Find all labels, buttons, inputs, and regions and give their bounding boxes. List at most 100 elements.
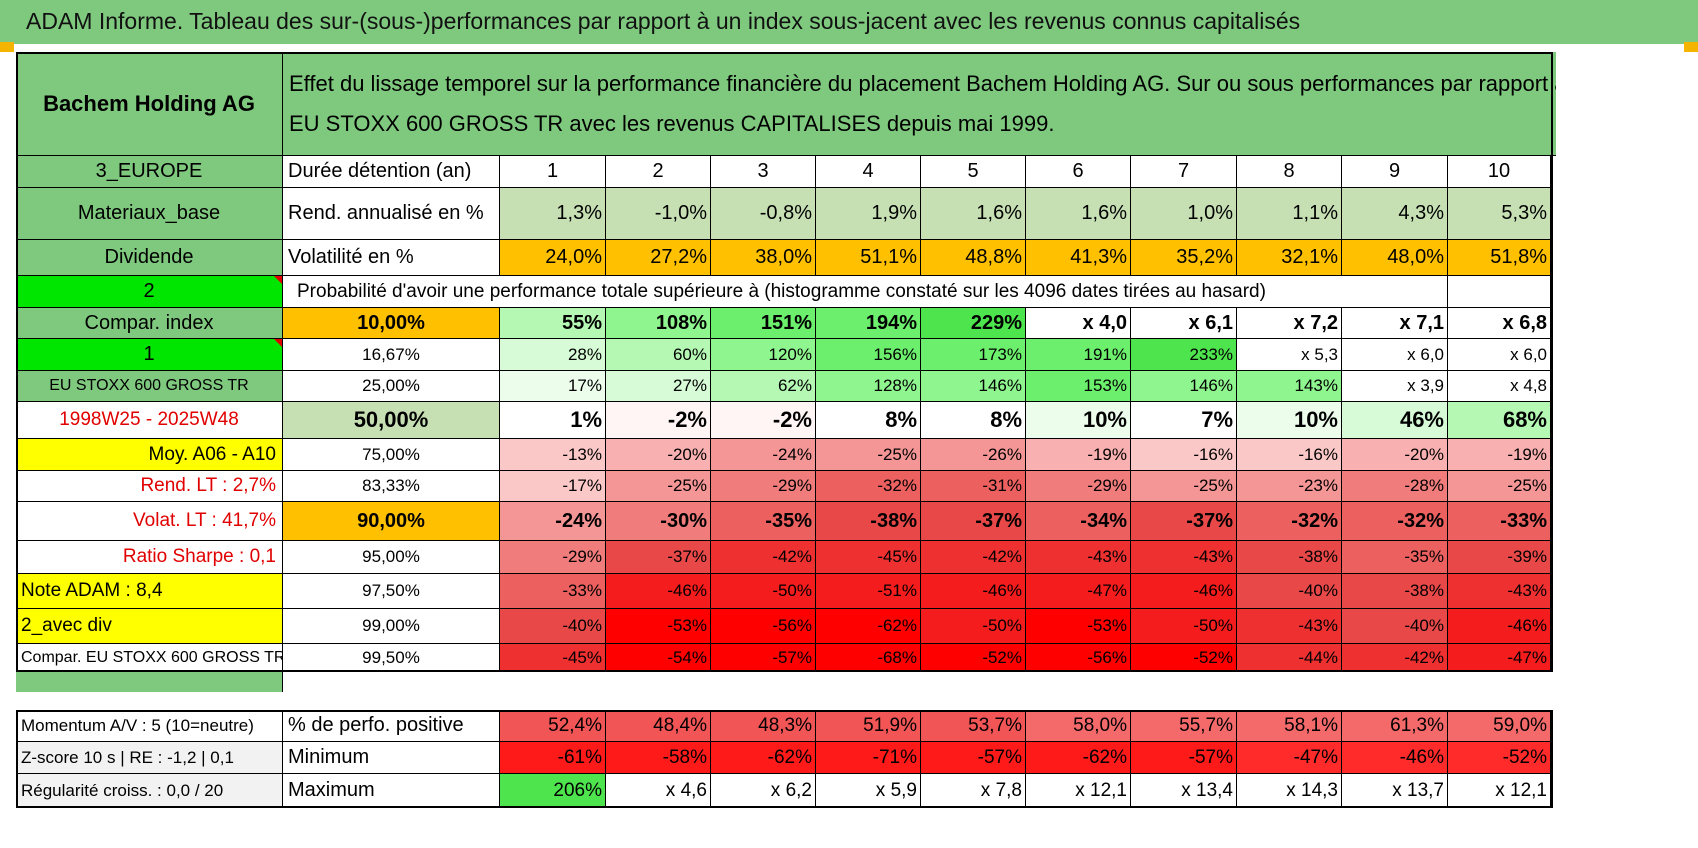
prob-value: -29% (1026, 471, 1131, 502)
prob-value: -38% (816, 502, 921, 541)
holding-label: Durée détention (an) (283, 156, 500, 188)
prob-value: -45% (500, 644, 606, 672)
prob-value: -13% (500, 439, 606, 471)
prob-value: -40% (1237, 574, 1342, 609)
prob-value: 55% (500, 308, 606, 339)
prob-percentile: 90,00% (283, 502, 500, 541)
left-label-1: Materiaux_base (16, 188, 283, 240)
year-header: 1 (500, 156, 606, 188)
prob-value: x 6,1 (1131, 308, 1237, 339)
prob-value: -29% (711, 471, 816, 502)
prob-value: -38% (1237, 541, 1342, 574)
year-header: 5 (921, 156, 1026, 188)
bottom-value: x 14,3 (1237, 774, 1342, 808)
left-label-13: 2_avec div (16, 609, 283, 644)
separator-blank (283, 672, 1556, 710)
prob-value: -29% (500, 541, 606, 574)
prob-value: -25% (1448, 471, 1551, 502)
left-label-6: EU STOXX 600 GROSS TR (16, 371, 283, 402)
prob-value: -46% (1131, 574, 1237, 609)
bottom-left-label: Régularité croiss. : 0,0 / 20 (16, 774, 283, 808)
prob-value: -25% (816, 439, 921, 471)
report-description: Effet du lissage temporel sur la perform… (283, 52, 1556, 156)
bottom-value: 58,0% (1026, 710, 1131, 742)
performance-sheet: Bachem Holding AG Effet du lissage tempor… (16, 52, 1556, 848)
bottom-value: 51,9% (816, 710, 921, 742)
bottom-value: x 7,8 (921, 774, 1026, 808)
rend-value: 1,3% (500, 188, 606, 240)
prob-value: -40% (500, 609, 606, 644)
prob-value: -53% (606, 609, 711, 644)
prob-value: 233% (1131, 339, 1237, 371)
prob-value: x 5,3 (1237, 339, 1342, 371)
prob-percentile: 97,50% (283, 574, 500, 609)
left-label-4: Compar. index (16, 308, 283, 339)
sheet-marker-right (1684, 42, 1698, 52)
year-header: 4 (816, 156, 921, 188)
prob-value: -31% (921, 471, 1026, 502)
prob-value: -19% (1026, 439, 1131, 471)
vol-value: 27,2% (606, 240, 711, 276)
prob-value: -43% (1237, 609, 1342, 644)
bottom-value: 48,4% (606, 710, 711, 742)
bottom-value: 61,3% (1342, 710, 1448, 742)
bottom-value: -62% (1026, 742, 1131, 774)
left-label-9: Rend. LT : 2,7% (16, 471, 283, 502)
prob-value: x 6,0 (1342, 339, 1448, 371)
bottom-value: 52,4% (500, 710, 606, 742)
year-header: 9 (1342, 156, 1448, 188)
prob-value: 229% (921, 308, 1026, 339)
prob-percentile: 25,00% (283, 371, 500, 402)
bottom-value: x 5,9 (816, 774, 921, 808)
prob-value: -37% (1131, 502, 1237, 541)
year-header: 7 (1131, 156, 1237, 188)
separator-blank-left (16, 692, 283, 710)
prob-value: 28% (500, 339, 606, 371)
prob-value: -46% (1448, 609, 1551, 644)
vol-value: 41,3% (1026, 240, 1131, 276)
prob-value: -43% (1448, 574, 1551, 609)
prob-percentile: 99,00% (283, 609, 500, 644)
prob-value: -26% (921, 439, 1026, 471)
prob-value: -50% (921, 609, 1026, 644)
vol-value: 35,2% (1131, 240, 1237, 276)
rend-value: -1,0% (606, 188, 711, 240)
left-label-8: Moy. A06 - A10 (16, 439, 283, 471)
comment-marker (274, 276, 282, 284)
prob-value: -30% (606, 502, 711, 541)
prob-value: -20% (606, 439, 711, 471)
prob-value: -16% (1237, 439, 1342, 471)
prob-value: -28% (1342, 471, 1448, 502)
prob-value: -42% (711, 541, 816, 574)
bottom-row-label: Minimum (283, 742, 500, 774)
prob-label: Probabilité d'avoir une performance tota… (283, 276, 1448, 308)
prob-value: -24% (711, 439, 816, 471)
rend-value: 1,6% (1026, 188, 1131, 240)
prob-value: -16% (1131, 439, 1237, 471)
vol-value: 48,0% (1342, 240, 1448, 276)
prob-value: -24% (500, 502, 606, 541)
prob-value: -32% (816, 471, 921, 502)
prob-value: 173% (921, 339, 1026, 371)
rend-label: Rend. annualisé en % (283, 188, 500, 240)
left-label-10: Volat. LT : 41,7% (16, 502, 283, 541)
bottom-value: -57% (921, 742, 1026, 774)
prob-value: 8% (921, 402, 1026, 439)
prob-percentile: 10,00% (283, 308, 500, 339)
prob-value: 27% (606, 371, 711, 402)
year-header: 3 (711, 156, 816, 188)
left-label-5: 1 (16, 339, 283, 371)
prob-value: -62% (816, 609, 921, 644)
report-banner: ADAM Informe. Tableau des sur-(sous-)per… (0, 0, 1698, 44)
prob-value: 62% (711, 371, 816, 402)
prob-value: -33% (500, 574, 606, 609)
prob-value: -51% (816, 574, 921, 609)
bottom-value: x 13,7 (1342, 774, 1448, 808)
bottom-value: 206% (500, 774, 606, 808)
prob-value: x 4,0 (1026, 308, 1131, 339)
bottom-value: -57% (1131, 742, 1237, 774)
bottom-value: x 12,1 (1026, 774, 1131, 808)
prob-value: 146% (921, 371, 1026, 402)
banner-title: ADAM Informe. Tableau des sur-(sous-)per… (26, 8, 1301, 34)
prob-value: x 7,1 (1342, 308, 1448, 339)
